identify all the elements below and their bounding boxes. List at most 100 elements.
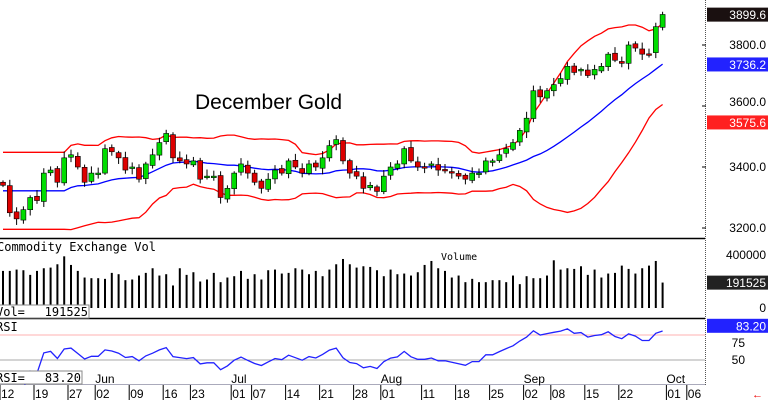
candle-body <box>496 154 503 161</box>
candle <box>598 62 605 74</box>
candle <box>211 170 217 181</box>
candle <box>285 158 292 179</box>
candle <box>496 148 503 163</box>
candle-body <box>68 154 74 158</box>
volume-legend: Volume <box>441 252 477 263</box>
candle-body <box>129 166 135 169</box>
candle-body <box>632 43 639 49</box>
candle <box>578 67 584 76</box>
candle <box>299 163 306 178</box>
candle <box>591 64 598 80</box>
candle-body <box>346 160 353 174</box>
candle-body <box>0 181 6 186</box>
candle-body <box>231 172 237 189</box>
date-tick-label: 15 <box>586 387 600 400</box>
candle-body <box>394 163 401 169</box>
volume-tick-label: 400000 <box>726 248 766 262</box>
candle-body <box>408 147 414 162</box>
candle-body <box>578 69 584 72</box>
month-label: Aug <box>381 372 402 386</box>
date-tick-label: 27 <box>69 387 83 400</box>
rsi-panel-title: RSI <box>0 320 18 334</box>
candle <box>448 167 455 179</box>
candle-body <box>156 142 163 156</box>
candle <box>523 111 530 139</box>
volume-readout-value: 191525 <box>45 305 88 319</box>
candle <box>217 171 224 204</box>
price-tick-label: 3600.0 <box>729 95 766 109</box>
date-tick-label: 08 <box>552 387 566 400</box>
candle <box>482 157 489 175</box>
candle <box>646 48 652 58</box>
candle-body <box>374 186 380 192</box>
candle <box>102 144 108 175</box>
candle <box>312 160 319 171</box>
candle <box>238 158 244 176</box>
volume-readout-box <box>0 304 90 319</box>
candle <box>510 138 516 152</box>
candle-body <box>476 172 482 175</box>
candle-body <box>469 172 476 181</box>
candle-body <box>81 167 88 183</box>
candle <box>435 157 442 176</box>
candle-body <box>489 160 496 163</box>
candle <box>47 166 54 176</box>
candle <box>557 73 564 87</box>
candle-body <box>265 178 272 190</box>
rsi-last-tag: 83.20 <box>736 319 766 333</box>
candle <box>503 143 510 158</box>
candle-body <box>510 142 516 150</box>
month-label: Sep <box>524 372 546 386</box>
candle <box>639 42 646 60</box>
candle <box>95 167 101 179</box>
candle <box>455 170 462 180</box>
candle-body <box>618 61 625 64</box>
sma-value-tag-bg <box>707 57 768 72</box>
candle <box>40 168 47 207</box>
nav-arrow-icon[interactable]: ← <box>752 389 763 400</box>
candle <box>245 160 251 179</box>
candle-body <box>646 53 652 56</box>
date-tick-label: 01 <box>667 387 681 400</box>
candle <box>367 181 374 191</box>
candle-body <box>109 147 115 153</box>
candle <box>408 141 414 163</box>
date-tick-label: 01 <box>232 387 246 400</box>
candle-body <box>217 175 224 198</box>
candle-body <box>278 168 285 174</box>
candle <box>258 178 265 194</box>
candle <box>326 140 333 162</box>
candle-body <box>88 172 95 182</box>
date-tick-label: 25 <box>491 387 505 400</box>
candle-body <box>360 176 367 189</box>
volume-last-tag-bg <box>707 275 768 290</box>
candle <box>469 167 476 184</box>
candle-body <box>75 156 81 168</box>
date-tick-label: 02 <box>525 387 539 400</box>
candle <box>340 137 346 165</box>
volume-readout-label: Vol= <box>0 305 25 319</box>
candle-body <box>292 159 299 168</box>
candle-body <box>54 168 61 183</box>
candle-body <box>544 90 550 99</box>
candle <box>265 173 272 193</box>
candle <box>306 159 312 176</box>
candle <box>54 166 61 188</box>
candle <box>571 62 578 76</box>
candle-body <box>414 161 421 168</box>
candle <box>428 161 435 170</box>
candle <box>618 56 625 68</box>
candle <box>129 162 135 175</box>
price-tick-label: 3200.0 <box>729 221 766 235</box>
candle <box>652 22 659 59</box>
candle-body <box>639 48 646 55</box>
candle <box>177 151 183 164</box>
candle-body <box>387 166 394 176</box>
candle-body <box>238 163 244 173</box>
candle-body <box>245 164 251 174</box>
candle <box>20 206 27 224</box>
date-tick-label: 14 <box>287 387 301 400</box>
candle-body <box>591 69 598 76</box>
candle <box>530 85 537 123</box>
candle <box>564 62 571 85</box>
